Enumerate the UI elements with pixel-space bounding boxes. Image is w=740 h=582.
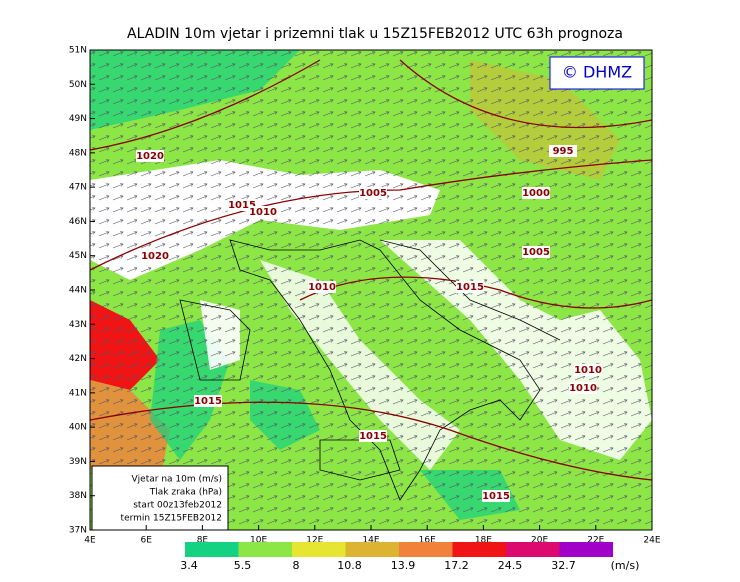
lon-label: 22E	[587, 536, 604, 546]
colorbar-unit: (m/s)	[611, 559, 640, 572]
lat-label: 38N	[69, 491, 87, 501]
isobar-label-bg	[522, 187, 550, 199]
colorbar-label: 5.5	[234, 559, 252, 572]
lon-label: 4E	[84, 536, 96, 546]
lat-label: 43N	[69, 320, 87, 330]
lat-label: 42N	[69, 354, 87, 364]
lat-label: 46N	[69, 217, 87, 227]
lat-label: 51N	[69, 46, 87, 56]
isobar-label-bg	[482, 490, 510, 502]
colorbar-segment	[185, 542, 239, 557]
colorbar-segment	[506, 542, 560, 557]
isobar-label: 1000	[522, 188, 550, 199]
info-line: start 00z13feb2012	[133, 501, 222, 511]
colorbar-segment	[559, 542, 613, 557]
lon-label: 18E	[475, 536, 492, 546]
lon-label: 14E	[362, 536, 379, 546]
isobar-label-bg	[569, 382, 597, 394]
lon-label: 10E	[250, 536, 267, 546]
lat-label: 37N	[69, 526, 87, 536]
lat-label: 48N	[69, 148, 87, 158]
lon-label: 6E	[140, 536, 152, 546]
isobar-label-bg	[194, 395, 222, 407]
isobar-label-bg	[249, 206, 277, 218]
isobar-label: 1015	[359, 431, 387, 442]
lat-label: 47N	[69, 183, 87, 193]
info-line: Tlak zraka (hPa)	[149, 488, 222, 498]
lat-label: 39N	[69, 457, 87, 467]
map-area	[90, 50, 652, 530]
isobar-label-bg	[456, 281, 484, 293]
isobar-label: 1010	[574, 365, 602, 376]
isobar-label-bg	[549, 145, 577, 157]
lon-label: 16E	[419, 536, 436, 546]
isobar-label: 995	[553, 146, 574, 157]
lat-label: 49N	[69, 114, 87, 124]
isobar-label-bg	[136, 150, 164, 162]
isobar-label-bg	[574, 364, 602, 376]
lat-label: 40N	[69, 423, 87, 433]
isobar-label: 1015	[456, 282, 484, 293]
colorbar-segment	[292, 542, 346, 557]
info-line: Vjetar na 10m (m/s)	[132, 475, 222, 485]
lat-label: 41N	[69, 388, 87, 398]
info-line: termin 15Z15FEB2012	[121, 514, 222, 524]
isobar-label: 1015	[482, 491, 510, 502]
colorbar-label: 10.8	[337, 559, 362, 572]
isobar-label: 1015	[228, 200, 256, 211]
isobar-label: 1020	[136, 151, 164, 162]
colorbar-label: 32.7	[551, 559, 576, 572]
colorbar-segment	[452, 542, 506, 557]
lon-label: 20E	[531, 536, 548, 546]
isobar-label-bg	[308, 281, 336, 293]
isobar-label-bg	[359, 430, 387, 442]
isobar-label: 1020	[141, 251, 169, 262]
colorbar-label: 3.4	[180, 559, 198, 572]
isobar-label-bg	[141, 250, 169, 262]
colorbar-segment	[399, 542, 453, 557]
logo: © DHMZ	[562, 63, 632, 82]
isobar-label: 1005	[359, 188, 387, 199]
info-box: Vjetar na 10m (m/s) Tlak zraka (hPa) start…	[91, 465, 229, 531]
colorbar-label: 13.9	[391, 559, 416, 572]
logo-box	[549, 56, 645, 90]
isobar-label: 1015	[194, 396, 222, 407]
lon-label: 12E	[306, 536, 323, 546]
lat-label: 50N	[69, 80, 87, 90]
lon-label: 8E	[197, 536, 209, 546]
colorbar-label: 17.2	[444, 559, 469, 572]
isobar-label: 1010	[569, 383, 597, 394]
lon-label: 24E	[643, 536, 660, 546]
isobar-label: 1005	[522, 247, 550, 258]
colorbar-label: 8	[293, 559, 300, 572]
colorbar-segment	[345, 542, 399, 557]
lat-label: 45N	[69, 251, 87, 261]
isobar-label-bg	[522, 246, 550, 258]
colorbar-segment	[238, 542, 292, 557]
isobar-label: 1010	[249, 207, 277, 218]
title: ALADIN 10m vjetar i prizemni tlak u 15Z1…	[127, 26, 623, 42]
isobar-label-bg	[359, 187, 387, 199]
lat-label: 44N	[69, 286, 87, 296]
colorbar-label: 24.5	[498, 559, 523, 572]
isobar-label: 1010	[308, 282, 336, 293]
